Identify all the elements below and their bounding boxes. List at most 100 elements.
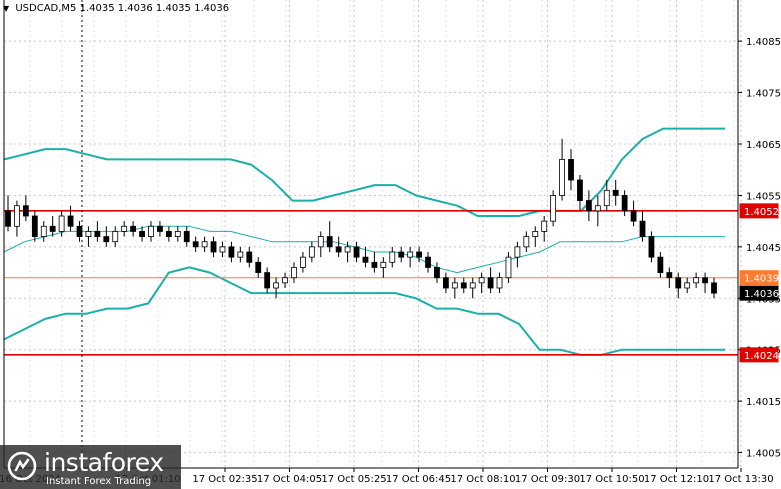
- candle-body: [192, 241, 199, 248]
- price-tag-box: [739, 347, 779, 363]
- candle-body: [559, 159, 565, 196]
- candle-body: [273, 282, 280, 289]
- candle-body: [541, 220, 548, 232]
- y-tick-label: 1.4065: [746, 140, 781, 151]
- candle-body: [219, 246, 226, 253]
- candle-body: [362, 256, 369, 263]
- chart-grid: [4, 0, 742, 468]
- candle-body: [165, 231, 172, 237]
- candle-body: [568, 159, 574, 181]
- brand-tagline: Instant Forex Trading: [46, 476, 152, 487]
- watermark: instaforex Instant Forex Trading: [0, 445, 181, 489]
- candle-body: [353, 246, 360, 258]
- candle-body: [31, 215, 38, 237]
- candle-body: [291, 267, 297, 279]
- candle-body: [675, 277, 682, 289]
- candle-body: [478, 277, 485, 284]
- candle-body: [112, 231, 119, 243]
- candle-body: [442, 277, 449, 289]
- price-tags: 1.4052 1.4039 1.4036 1.4024: [739, 203, 779, 363]
- price-tag-box: [739, 285, 779, 301]
- candle-body: [380, 261, 387, 268]
- candle-body: [514, 246, 521, 258]
- y-tick-label: 1.4005: [746, 449, 781, 460]
- candle-body: [398, 251, 405, 258]
- x-tick-label: 17 Oct 04:05: [257, 474, 322, 485]
- candle-body: [496, 277, 503, 289]
- candle-body: [76, 225, 83, 237]
- candle-body: [264, 272, 271, 289]
- candle-body: [335, 246, 342, 253]
- x-tick-label: 17 Oct 08:10: [450, 474, 515, 485]
- candle-body: [585, 200, 592, 212]
- bollinger-lower: [3, 266, 725, 356]
- x-tick-label: 17 Oct 09:30: [515, 474, 580, 485]
- candle-body: [594, 205, 601, 212]
- horizontal-levels: [4, 210, 738, 356]
- candle-body: [460, 282, 467, 289]
- y-tick-label: 1.4045: [746, 243, 781, 254]
- x-tick-label: 17 Oct 06:45: [386, 474, 451, 485]
- candle-body: [389, 251, 396, 263]
- x-tick-label: 17 Oct 10:50: [579, 474, 644, 485]
- y-tick-label: 1.4085: [746, 37, 781, 48]
- candle-body: [210, 241, 217, 253]
- candle-body: [201, 241, 208, 248]
- candle-body: [407, 251, 414, 258]
- price-tag-label: 1.4039: [744, 274, 779, 285]
- bollinger-upper: [3, 127, 725, 217]
- candle-body: [469, 282, 476, 289]
- y-tick-label: 1.4015: [746, 397, 781, 408]
- candle-body: [487, 277, 494, 289]
- candles: [5, 138, 717, 299]
- candle-body: [85, 231, 92, 237]
- candle-body: [14, 205, 20, 227]
- chart-header: ▼ USDCAD,M5 1.4035 1.4036 1.4035 1.4036: [3, 3, 229, 14]
- candle-body: [532, 231, 539, 237]
- brand-logo-icon: [7, 451, 37, 481]
- candle-body: [416, 251, 422, 258]
- candle-body: [451, 282, 458, 289]
- brand-name: instaforex: [44, 448, 164, 477]
- symbol-quote: USDCAD,M5 1.4035 1.4036 1.4035 1.4036: [15, 3, 230, 14]
- candle-body: [612, 189, 619, 196]
- bollinger-middle: [3, 225, 725, 274]
- candle-body: [58, 215, 65, 232]
- price-tag-label: 1.4036: [744, 289, 779, 300]
- candle-body: [371, 261, 378, 268]
- candle-body: [94, 231, 101, 237]
- y-tick-label: 1.4075: [746, 89, 781, 100]
- collapse-triangle-icon[interactable]: ▼: [3, 4, 10, 13]
- candle-body: [174, 231, 181, 237]
- bollinger-bands: [3, 127, 725, 356]
- x-tick-label: 17 Oct 13:30: [708, 474, 773, 485]
- candle-body: [425, 256, 431, 268]
- x-tick-label: 17 Oct 05:25: [321, 474, 386, 485]
- candle-body: [550, 195, 557, 222]
- y-tick-label: 1.4055: [746, 191, 781, 202]
- candle-body: [693, 277, 700, 284]
- price-tag-label: 1.4024: [744, 351, 779, 362]
- candle-body: [666, 272, 673, 279]
- x-tick-label: 17 Oct 12:10: [644, 474, 709, 485]
- candle-body: [711, 282, 717, 294]
- candle-body: [308, 246, 315, 258]
- candle-body: [67, 215, 74, 227]
- candle-body: [702, 277, 708, 284]
- candle-body: [40, 225, 47, 237]
- candle-body: [130, 225, 137, 232]
- candle-body: [237, 251, 244, 258]
- candle-body: [657, 256, 664, 273]
- candle-body: [648, 236, 655, 258]
- candle-body: [300, 256, 306, 268]
- candle-body: [326, 236, 333, 248]
- price-tag-label: 1.4052: [744, 207, 779, 218]
- candle-body: [639, 220, 646, 237]
- price-tag-box: [739, 270, 779, 286]
- candle-body: [684, 282, 691, 289]
- x-tick-label: 17 Oct 02:35: [192, 474, 257, 485]
- candle-body: [148, 225, 154, 237]
- candle-body: [317, 236, 324, 248]
- candle-body: [434, 267, 440, 279]
